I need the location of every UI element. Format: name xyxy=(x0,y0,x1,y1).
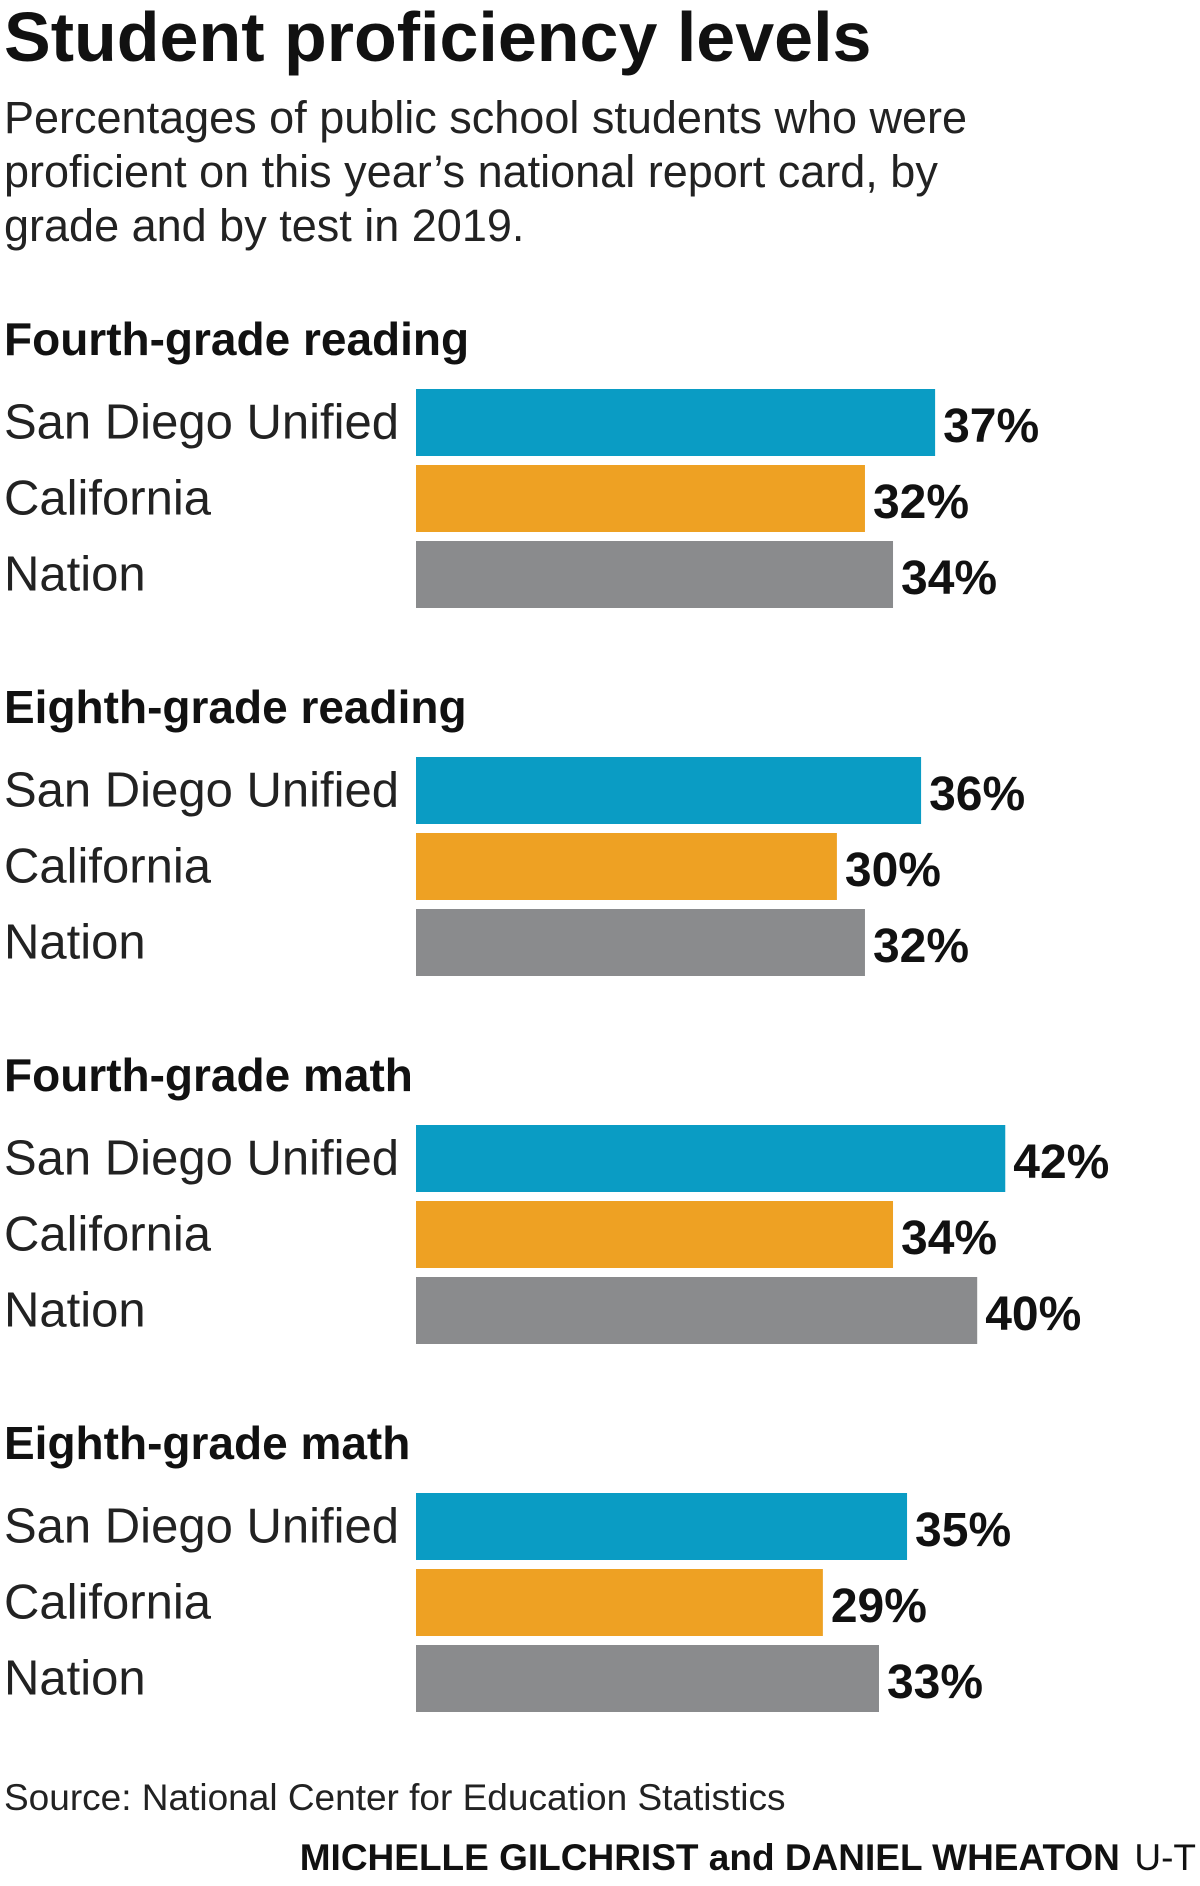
chart-subtitle-line-3: grade and by test in 2019. xyxy=(4,200,524,251)
value-label: 30% xyxy=(845,844,941,897)
value-label: 29% xyxy=(831,1580,927,1633)
bar-nation xyxy=(416,909,865,976)
value-label: 34% xyxy=(901,1212,997,1265)
group-title: Fourth-grade reading xyxy=(4,313,469,365)
value-label: 32% xyxy=(873,920,969,973)
bar-nation xyxy=(416,541,894,608)
bar-groups: Fourth-grade reading San Diego Unified 37%… xyxy=(4,313,1109,1712)
category-label: San Diego Unified xyxy=(4,1500,399,1554)
value-label: 35% xyxy=(915,1504,1011,1557)
category-label: San Diego Unified xyxy=(4,396,399,450)
bar-group-fourth-grade-math: Fourth-grade math San Diego Unified 42% Cal… xyxy=(4,1049,1109,1344)
chart-subtitle-line-1: Percentages of public school students wh… xyxy=(4,92,967,143)
value-label: 34% xyxy=(901,552,997,605)
category-label: California xyxy=(4,1208,212,1262)
bar-nation xyxy=(416,1277,978,1344)
chart-subtitle-line-2: proficient on this year’s national repor… xyxy=(4,146,938,197)
category-label: San Diego Unified xyxy=(4,1132,399,1186)
category-label: Nation xyxy=(4,916,146,970)
bar-san-diego-unified xyxy=(416,757,922,824)
value-label: 33% xyxy=(887,1656,983,1709)
bar-group-eighth-grade-math: Eighth-grade math San Diego Unified 35% Cal… xyxy=(4,1417,1011,1712)
group-title: Eighth-grade reading xyxy=(4,681,467,733)
bar-california xyxy=(416,1569,823,1636)
value-label: 32% xyxy=(873,476,969,529)
category-label: San Diego Unified xyxy=(4,764,399,818)
credit-org: U-T xyxy=(1134,1837,1196,1878)
chart-title: Student proficiency levels xyxy=(4,0,871,76)
value-label: 37% xyxy=(943,400,1039,453)
bar-group-fourth-grade-reading: Fourth-grade reading San Diego Unified 37%… xyxy=(4,313,1039,608)
bar-california xyxy=(416,833,837,900)
credit-line: MICHELLE GILCHRIST and DANIEL WHEATON U-… xyxy=(300,1837,1196,1878)
bar-san-diego-unified xyxy=(416,389,936,456)
value-label: 36% xyxy=(929,768,1025,821)
bar-california xyxy=(416,1201,894,1268)
bar-nation xyxy=(416,1645,879,1712)
bar-san-diego-unified xyxy=(416,1125,1006,1192)
category-label: Nation xyxy=(4,548,146,602)
category-label: Nation xyxy=(4,1284,146,1338)
category-label: California xyxy=(4,472,212,526)
category-label: California xyxy=(4,1576,212,1630)
group-title: Fourth-grade math xyxy=(4,1049,413,1101)
group-title: Eighth-grade math xyxy=(4,1417,410,1469)
credit-authors: MICHELLE GILCHRIST and DANIEL WHEATON xyxy=(300,1837,1120,1878)
source-note: Source: National Center for Education St… xyxy=(4,1777,786,1818)
value-label: 42% xyxy=(1013,1136,1109,1189)
category-label: Nation xyxy=(4,1652,146,1706)
bar-california xyxy=(416,465,865,532)
bar-san-diego-unified xyxy=(416,1493,908,1560)
bar-group-eighth-grade-reading: Eighth-grade reading San Diego Unified 36%… xyxy=(4,681,1025,976)
value-label: 40% xyxy=(985,1288,1081,1341)
category-label: California xyxy=(4,840,212,894)
